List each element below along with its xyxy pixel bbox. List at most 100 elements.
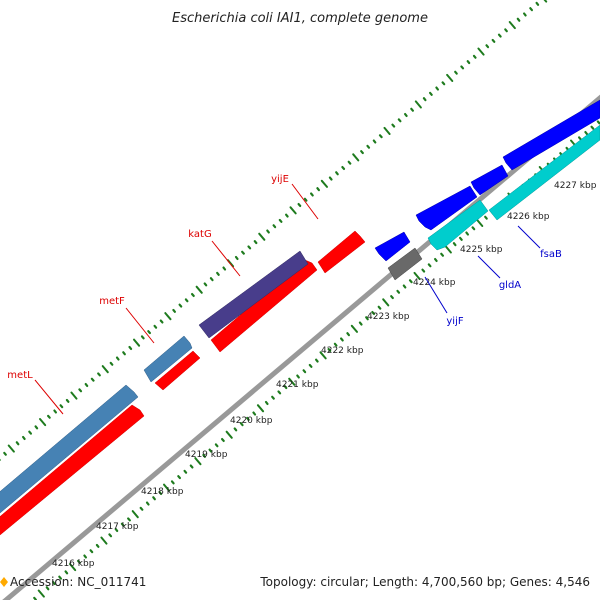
gene-label-fsaB: fsaB [517,225,562,260]
scale-tick [39,418,47,427]
scale-tick [466,60,471,65]
scale-tick [382,298,390,307]
scale-tick [78,388,83,393]
scale-tick [446,73,454,82]
scale-tick [529,7,534,12]
gene-metL-forward [0,404,145,536]
scale-tick [327,348,332,352]
accession-marker-icon [0,577,8,587]
scale-tick [302,369,307,374]
scale-tick [360,150,364,155]
scale-tick [497,33,502,38]
scale-tick [584,131,589,135]
scale-tick [258,232,266,241]
scale-tick [459,236,463,241]
scale-tick [471,226,476,231]
scale-tick [97,372,101,377]
kbp-label-4222: 4222 kbp [321,346,364,356]
scale-tick [58,575,63,580]
scale-tick [277,390,282,395]
gene-fsaB-blue-1 [470,164,509,196]
gene-labels: metL metF katG yijE yijF gldA [7,174,562,415]
scale-tick [460,65,465,70]
scale-tick [164,312,172,321]
scale-tick [64,570,69,575]
scale-tick [158,490,163,495]
scale-tick [34,425,39,430]
scale-tick [596,120,600,125]
scale-tick [577,136,582,141]
scale-tick [278,218,283,223]
scale-tick [297,203,302,207]
map-title: Escherichia coli IAI1, complete genome [172,11,428,26]
scale-tick [246,416,250,421]
scale-tick [316,187,320,192]
scale-tick [178,303,183,308]
scale-tick [485,44,490,49]
scale-tick [310,192,314,197]
scale-tick [46,414,51,419]
scale-tick [53,409,58,414]
scale-tick [371,311,376,315]
gene-fsaB-blue-2 [502,99,600,171]
scale-tick [203,282,208,287]
scale-labels: 4216 kbp 4217 kbp 4218 kbp 4219 kbp 4220… [52,181,597,569]
scale-tick [233,427,238,432]
scale-tick [184,298,189,303]
scale-tick [59,404,64,409]
gene-label-katG-text: katG [188,229,211,240]
scale-tick [391,123,396,128]
scale-tick [264,400,269,405]
scale-tick [283,385,288,390]
scale-tick [256,404,265,413]
scale-tick [3,451,7,456]
scale-tick [101,365,109,374]
scale-tick [491,38,496,43]
scale-tick [153,324,158,329]
scale-tick [108,533,113,538]
gene-label-yijE-text: yijE [271,174,289,185]
gene-yijF-blue [374,231,411,262]
scale-tick [266,229,270,234]
scale-tick [152,496,156,501]
kbp-label-4220: 4220 kbp [230,416,273,426]
gene-label-yijF: yijF [424,276,464,327]
scale-tick [377,305,382,310]
scale-tick [465,231,469,236]
scale-tick [221,438,225,442]
scale-tick [15,441,20,446]
gene-label-metF: metF [99,296,155,344]
scale-tick [590,125,595,130]
gene-label-metL: metL [7,370,64,415]
kbp-label-4224: 4224 kbp [413,278,456,288]
scale-tick [366,144,371,149]
scale-tick [288,377,296,386]
scale-tick [139,506,144,511]
scale-tick [100,536,108,545]
scale-tick [522,12,527,17]
scale-tick [76,559,81,564]
scale-tick [476,218,484,227]
scale-tick [396,289,401,294]
gene-features [0,99,600,536]
scale-tick [208,448,213,453]
scale-tick [516,17,521,22]
scale-tick [163,483,171,492]
scale-tick [177,475,181,480]
scale-tick [378,134,383,139]
scale-tick [422,97,427,102]
scale-tick [347,160,352,165]
scale-tick [535,1,540,6]
genome-summary-text: Topology: circular; Length: 4,700,560 bp… [259,575,590,589]
scale-tick [252,411,257,416]
gene-label-fsaB-text: fsaB [540,249,562,260]
gene-label-gldA-text: gldA [499,280,521,291]
scale-tick [328,176,333,181]
scale-tick [65,398,70,403]
scale-tick [69,563,77,572]
gene-label-yijE: yijE [271,174,319,220]
scale-tick [372,139,377,144]
scale-tick [472,54,477,59]
